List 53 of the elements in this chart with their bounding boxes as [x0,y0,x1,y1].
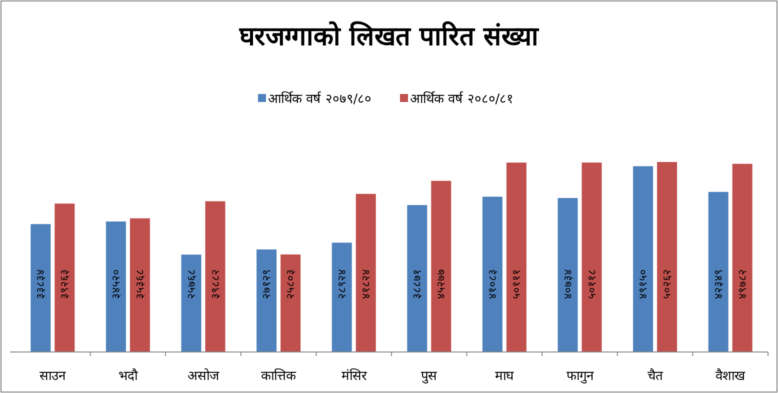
x-tick-label: पुस [421,369,438,384]
bar [256,249,277,352]
data-label: ४५२७७ [434,269,448,299]
bar [657,162,678,352]
bar [181,254,202,352]
bar [732,164,752,352]
data-label: ४९१५० [636,269,650,299]
legend-label: आर्थिक वर्ष २०८०/८१ [410,91,514,107]
data-label: २८९२४ [335,269,348,299]
x-tick-label: मंसिर [341,368,368,384]
bar [106,222,126,352]
bar [582,162,602,352]
bar [130,218,150,352]
bar [332,242,352,352]
data-label: २७१२९ [260,269,274,299]
data-label: ४०७३४ [561,269,574,299]
bar [558,198,578,352]
data-label: ४१०८३ [486,269,499,299]
bar [506,162,526,352]
chart-title: घरजग्गाको लिखत पारित संख्या [238,21,540,52]
bar [407,205,428,352]
x-tick-label: चैत [648,368,664,384]
x-tick-label: असोज [187,368,220,384]
bar [280,254,301,352]
bar [356,194,376,352]
data-label: ३९२६३ [58,269,72,299]
data-label: ३५३६८ [133,269,146,299]
data-label: ४२३४९ [712,269,725,299]
x-tick-label: भदौ [118,368,138,384]
data-label: ३४५२० [109,269,122,299]
bar [30,224,51,352]
data-label: २५७६८ [184,269,198,299]
data-label: ३८८७१ [410,269,424,299]
data-label: ४९७८२ [736,269,749,299]
x-tick-label: माघ [494,369,514,384]
bar [633,166,654,352]
data-label: २५८०३ [284,269,298,299]
legend-label: आर्थिक वर्ष २०७९/८० [268,91,372,107]
bar [482,196,502,352]
bar [54,204,75,352]
bar [431,180,452,352]
data-label: ५०२६२ [660,269,674,299]
x-tick-label: वैशाख [715,368,746,384]
data-label: ४१८२४ [359,269,372,299]
bar [708,192,728,352]
x-tick-label: फागुन [566,369,594,384]
data-label: ५०१११ [510,269,523,299]
data-label: ३९८८२ [208,269,222,299]
x-tick-label: साउन [40,369,67,384]
data-label: ५०११८ [585,269,598,299]
bar [205,201,226,352]
x-tick-label: कात्तिक [261,368,298,384]
data-label: ३३८३४ [34,269,48,299]
